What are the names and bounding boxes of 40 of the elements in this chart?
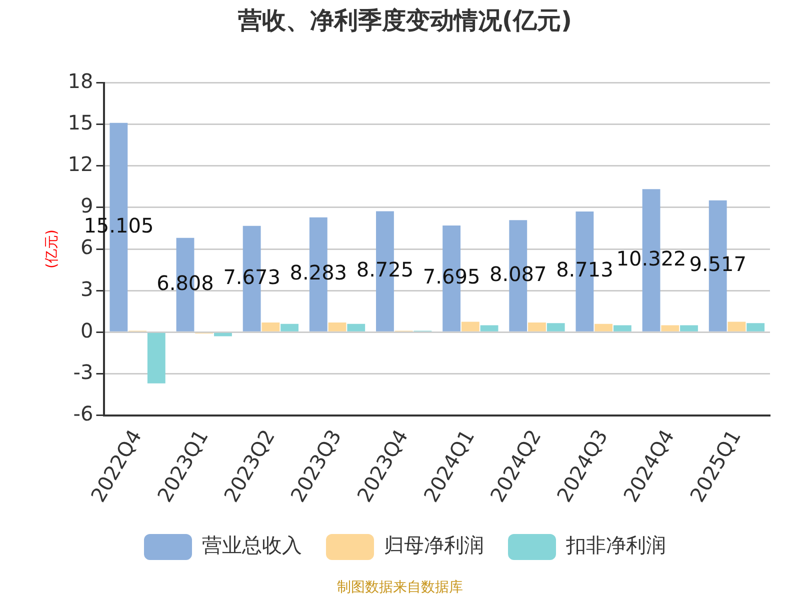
bar <box>280 324 299 332</box>
bar <box>594 324 613 332</box>
data-label: 8.725 <box>356 258 414 282</box>
y-tick-label: -6 <box>73 401 94 426</box>
data-label: 7.695 <box>422 264 480 289</box>
bar <box>728 322 746 332</box>
y-tick-label: 3 <box>80 276 94 301</box>
bar <box>528 322 546 332</box>
data-label: 7.673 <box>223 264 280 289</box>
y-tick-label: 18 <box>68 69 94 94</box>
chart-title: 营收、净利季度变动情况(亿元) <box>237 6 572 35</box>
data-label: 8.283 <box>290 260 348 285</box>
y-tick-label: 0 <box>80 318 94 342</box>
legend-label: 营业总收入 <box>202 533 302 558</box>
bar <box>546 323 565 332</box>
data-label: 6.808 <box>156 270 214 295</box>
bar <box>613 325 632 332</box>
y-tick-label: 12 <box>68 152 94 176</box>
bar <box>347 324 366 332</box>
bar <box>461 322 480 332</box>
text: 制图数据来自数据库 <box>337 580 463 596</box>
bar <box>147 332 166 384</box>
legend-label: 归母净利润 <box>384 533 484 558</box>
y-tick-label: -3 <box>73 360 94 384</box>
bar <box>328 322 346 332</box>
bar <box>214 332 232 336</box>
legend-label: 扣非净利润 <box>565 533 666 558</box>
y-tick-label: 9 <box>80 194 94 218</box>
bar <box>746 323 765 332</box>
y-tick-label: 15 <box>68 110 94 135</box>
data-label: 9.517 <box>689 252 746 276</box>
bar <box>680 325 698 332</box>
data-label: 10.322 <box>616 246 686 270</box>
y-tick-label: 6 <box>80 235 94 260</box>
bar <box>661 325 680 332</box>
y-axis-title: (亿元) <box>44 230 60 269</box>
bar <box>480 325 498 332</box>
bar <box>262 322 280 332</box>
data-label: 8.087 <box>489 262 547 286</box>
data-label: 8.713 <box>556 258 614 282</box>
